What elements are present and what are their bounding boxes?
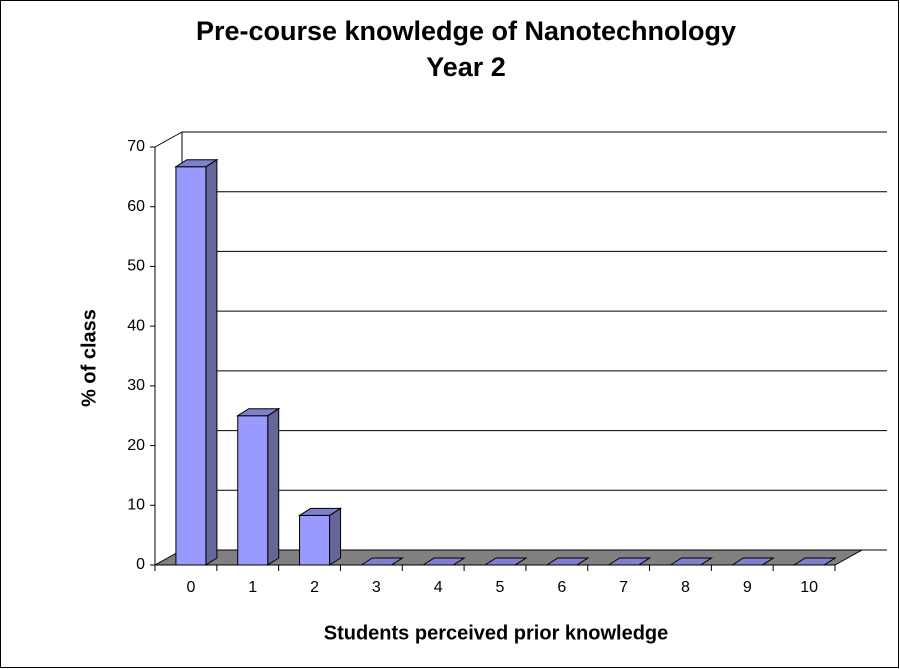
x-tick-label: 10 bbox=[800, 579, 818, 596]
y-tick-label: 30 bbox=[127, 377, 145, 394]
bar bbox=[359, 557, 405, 566]
x-tick-label: 2 bbox=[310, 579, 319, 596]
bar-top bbox=[606, 557, 652, 566]
y-tick-label: 0 bbox=[136, 556, 145, 573]
x-tick-label: 8 bbox=[681, 579, 690, 596]
bar-top bbox=[359, 557, 405, 566]
y-axis-title: % of class bbox=[78, 309, 100, 407]
bar-top bbox=[174, 159, 219, 168]
y-tick-label: 20 bbox=[127, 437, 145, 454]
y-tick-label: 70 bbox=[127, 138, 145, 155]
x-tick-label: 6 bbox=[557, 579, 566, 596]
bar-front bbox=[237, 415, 269, 566]
bar-front bbox=[175, 166, 207, 566]
chart-title: Year 2 bbox=[426, 52, 506, 82]
bar bbox=[421, 557, 466, 566]
y-tick-label: 50 bbox=[127, 258, 145, 275]
bar-front bbox=[299, 514, 331, 566]
bar-top bbox=[668, 557, 714, 566]
x-tick-label: 7 bbox=[619, 579, 628, 596]
x-tick-label: 5 bbox=[496, 579, 505, 596]
bar bbox=[483, 557, 528, 566]
bar-top bbox=[483, 557, 528, 566]
bar-side bbox=[329, 507, 342, 566]
y-tick-label: 40 bbox=[127, 317, 145, 334]
bar-top bbox=[545, 557, 590, 566]
x-tick-label: 4 bbox=[434, 579, 443, 596]
x-axis-title: Students perceived prior knowledge bbox=[324, 622, 669, 644]
x-tick-label: 0 bbox=[186, 579, 195, 596]
bar-side bbox=[267, 407, 280, 566]
bar-top bbox=[236, 408, 281, 417]
bar bbox=[174, 158, 219, 566]
y-tick-label: 60 bbox=[127, 198, 145, 215]
bar-top bbox=[792, 557, 837, 566]
bar-side bbox=[205, 158, 218, 566]
chart-title: Pre-course knowledge of Nanotechnology bbox=[196, 16, 736, 46]
bar bbox=[792, 557, 837, 566]
x-tick-label: 3 bbox=[372, 579, 381, 596]
x-tick-label: 1 bbox=[248, 579, 257, 596]
x-tick-label: 9 bbox=[743, 579, 752, 596]
bar-top bbox=[297, 507, 343, 516]
bar-top bbox=[730, 557, 775, 566]
bar bbox=[236, 407, 281, 566]
bar-top bbox=[421, 557, 466, 566]
bar bbox=[545, 557, 590, 566]
bar bbox=[297, 507, 343, 566]
bar bbox=[606, 557, 652, 566]
y-tick-label: 10 bbox=[127, 497, 145, 514]
bar bbox=[730, 557, 775, 566]
bar bbox=[668, 557, 714, 566]
wall-edge bbox=[154, 131, 183, 148]
